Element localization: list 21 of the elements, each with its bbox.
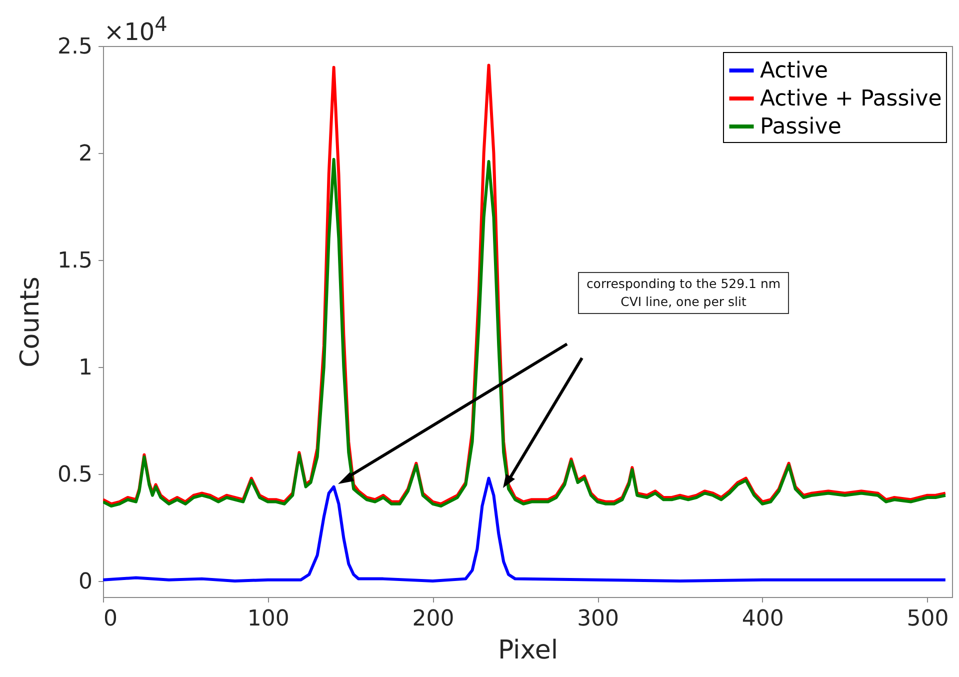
x-tick-label: 500 — [906, 606, 949, 632]
y-tick-label: 0.5 — [58, 462, 92, 488]
y-tick-label: 0 — [78, 569, 92, 594]
legend-label: Active + Passive — [760, 86, 942, 112]
y-tick-label: 2 — [78, 141, 92, 166]
x-axis-title: Pixel — [498, 636, 558, 666]
line-series — [103, 158, 947, 508]
text: ×10$^{4}$ — [104, 12, 168, 46]
x-tick-label: 300 — [577, 606, 620, 632]
x-tick-label: 200 — [412, 606, 454, 632]
y-tick-label: 1 — [78, 355, 92, 380]
line-series — [103, 476, 947, 582]
legend-label: Passive — [760, 114, 842, 140]
y-tick-label: 1.5 — [58, 248, 92, 274]
annotation: corresponding to the 529.1 nm CVI line, one per slit — [578, 272, 789, 314]
y-tick-label: 2.5 — [58, 34, 92, 60]
legend-label: Active — [760, 58, 828, 84]
x-tick-label: 0 — [104, 606, 118, 632]
x-tick-label: 400 — [742, 606, 784, 632]
x-tick-label: 100 — [247, 606, 290, 632]
y-axis-title: Counts — [16, 276, 46, 368]
